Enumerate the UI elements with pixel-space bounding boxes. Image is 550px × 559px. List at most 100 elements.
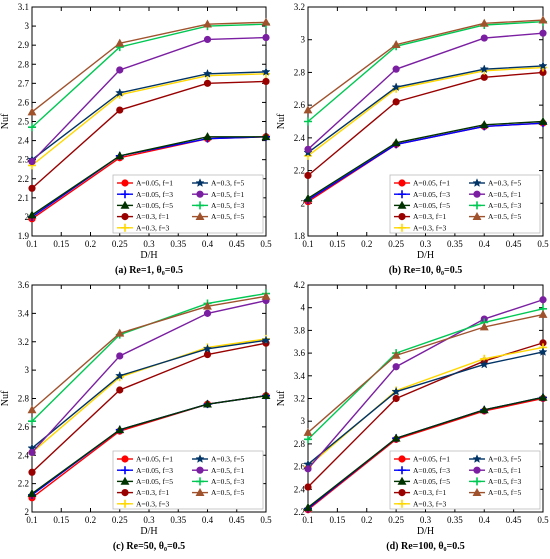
series-a-0-5-f-3 <box>304 304 547 444</box>
series-line <box>307 19 544 111</box>
series-line <box>307 299 544 470</box>
y-tick-label: 2.2 <box>294 507 305 517</box>
series-a-0-05-f-5 <box>27 132 271 219</box>
x-tick-label: 0.35 <box>170 515 186 525</box>
series-line <box>31 73 267 166</box>
legend-item-a-0-05-f-1: A=0.05, f=1 <box>394 179 450 188</box>
x-axis-label: D/H <box>140 526 157 537</box>
x-tick-label: 0.3 <box>420 515 432 525</box>
legend-marker-triangle <box>397 476 407 485</box>
series-a-0-3-f-3 <box>28 69 270 170</box>
x-axis-label: D/H <box>417 526 434 537</box>
data-point-star-marker <box>391 386 401 396</box>
y-axis-label: Nuf <box>276 390 287 406</box>
legend-marker-circle <box>121 213 129 221</box>
y-tick-label: 2.2 <box>18 174 29 184</box>
series-a-0-3-f-5 <box>27 335 271 453</box>
x-tick-label: 0.15 <box>330 515 346 525</box>
series-line <box>307 313 544 434</box>
series-line <box>307 397 544 511</box>
data-point-triangle-marker <box>203 301 212 310</box>
x-tick-label: 0.4 <box>202 239 214 249</box>
legend-label: A=0.05, f=5 <box>413 201 450 210</box>
legend-marker-plus <box>196 201 204 210</box>
legend-label: A=0.3, f=5 <box>211 179 244 188</box>
legend: A=0.05, f=1 A=0.3, f=5 A=0.05, f=3 A=0.5, f… <box>389 450 541 510</box>
data-point-triangle-marker <box>391 138 401 147</box>
data-point-star-marker <box>261 66 271 76</box>
y-axis-label: Nuf <box>0 390 11 406</box>
series-line <box>307 342 544 488</box>
data-point-triangle-marker <box>115 328 125 337</box>
data-point-triangle-marker <box>538 309 548 318</box>
series-line <box>31 23 267 128</box>
y-tick-label: 2.3 <box>18 155 30 165</box>
y-tick-label: 2.6 <box>18 97 30 107</box>
legend-label: A=0.05, f=1 <box>136 455 173 464</box>
legend-label: A=0.3, f=3 <box>136 499 169 508</box>
data-point-triangle-marker <box>261 132 271 141</box>
legend-item-a-0-05-f-5: A=0.05, f=5 <box>117 200 173 210</box>
series-line <box>31 71 267 161</box>
legend-marker-plus <box>196 477 204 486</box>
legend-label: A=0.5, f=3 <box>488 477 521 486</box>
legend-marker-circle <box>398 455 406 463</box>
data-point-circle-marker <box>203 79 212 87</box>
legend-item-a-0-05-f-1: A=0.05, f=1 <box>117 455 173 464</box>
data-point-triangle-marker <box>479 18 489 27</box>
y-tick-label: 2.4 <box>18 450 30 460</box>
legend-box <box>112 174 264 234</box>
series-a-0-5-f-5 <box>27 17 271 116</box>
series-a-0-3-f-1 <box>304 68 547 180</box>
panel-caption: (c) Re=50, θ₀=0.5 <box>113 541 185 552</box>
y-tick-label: 3.6 <box>18 280 30 290</box>
y-tick-label: 3.6 <box>294 348 306 358</box>
x-tick-label: 0.5 <box>260 239 272 249</box>
series-a-0-5-f-3 <box>28 289 270 426</box>
legend-label: A=0.3, f=1 <box>136 488 169 497</box>
x-tick-label: 0.45 <box>506 239 522 249</box>
y-tick-label: 3.2 <box>18 337 29 347</box>
x-axis-label: D/H <box>140 250 157 261</box>
legend-marker-star <box>195 454 205 463</box>
y-tick-label: 2.6 <box>294 462 306 472</box>
x-tick-label: 0.1 <box>26 515 37 525</box>
legend-label: A=0.3, f=3 <box>136 223 169 232</box>
legend-marker-plus <box>398 223 406 232</box>
data-point-circle-marker <box>262 77 270 86</box>
data-point-circle-marker <box>116 66 124 74</box>
x-tick-label: 0.15 <box>53 239 69 249</box>
data-point-circle-marker <box>203 35 212 44</box>
data-point-circle-marker <box>304 145 312 153</box>
y-tick-label: 2 <box>301 198 306 208</box>
series-line <box>31 295 267 411</box>
data-point-circle-marker <box>203 350 212 359</box>
legend-label: A=0.05, f=1 <box>413 455 450 464</box>
legend-marker-plus <box>121 499 129 508</box>
legend-item-a-0-3-f-3: A=0.3, f=3 <box>394 223 446 232</box>
data-point-triangle-marker <box>538 116 548 125</box>
x-tick-label: 0.5 <box>537 515 549 525</box>
legend-marker-triangle <box>472 211 482 220</box>
data-point-circle-marker <box>539 29 547 37</box>
data-point-plus-marker <box>28 417 36 426</box>
data-point-circle-marker <box>304 465 312 473</box>
y-tick-label: 1.9 <box>18 231 30 241</box>
legend-label: A=0.5, f=5 <box>488 488 521 497</box>
x-tick-label: 0.15 <box>53 515 69 525</box>
data-point-circle-marker <box>28 157 36 166</box>
legend-label: A=0.05, f=5 <box>136 201 173 210</box>
legend-marker-triangle <box>472 487 482 496</box>
legend-label: A=0.3, f=3 <box>413 223 446 232</box>
data-point-triangle-marker <box>27 405 37 414</box>
legend-marker-plus <box>121 190 129 199</box>
x-tick-label: 0.1 <box>26 239 37 249</box>
legend-label: A=0.05, f=3 <box>413 466 450 475</box>
legend-marker-triangle <box>195 487 205 496</box>
x-tick-label: 0.3 <box>143 515 155 525</box>
legend-item-a-0-3-f-3: A=0.3, f=3 <box>117 223 169 232</box>
legend-label: A=0.05, f=3 <box>136 190 173 199</box>
data-point-triangle-marker <box>27 210 37 219</box>
x-tick-label: 0.35 <box>170 239 186 249</box>
data-point-circle-marker <box>116 106 124 114</box>
